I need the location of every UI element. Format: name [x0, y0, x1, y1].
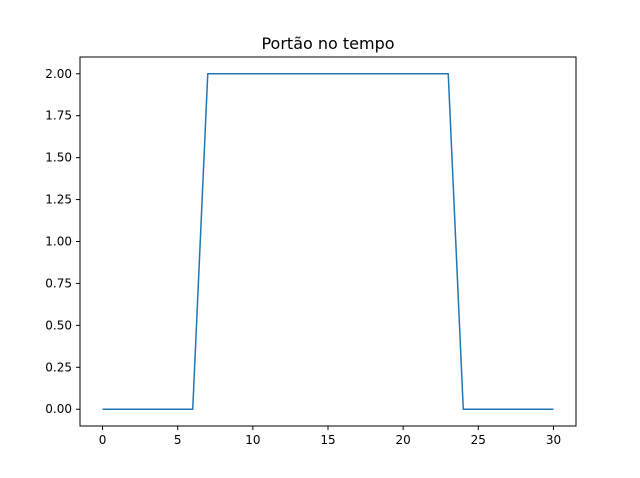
- y-tick-label: 1.00: [45, 235, 72, 249]
- y-tick-label: 0.25: [45, 360, 72, 374]
- x-tick-label: 0: [99, 433, 107, 447]
- x-tick-label: 30: [546, 433, 561, 447]
- x-axis: 0 5 10 15 20 25 30: [99, 426, 561, 447]
- y-axis: 0.00 0.25 0.50 0.75 1.00 1.25 1.50 1.75 2.00: [45, 67, 80, 416]
- plot-area-frame: [79, 56, 577, 427]
- x-tick-label: 5: [174, 433, 182, 447]
- series-layer: [102, 73, 554, 410]
- y-tick-label: 0.75: [45, 276, 72, 290]
- y-tick-label: 1.75: [45, 109, 72, 123]
- series-line: [102, 73, 554, 410]
- chart-title: Portão no tempo: [261, 34, 394, 53]
- y-tick-label: 0.00: [45, 402, 72, 416]
- x-tick-label: 15: [320, 433, 335, 447]
- x-tick-label: 20: [396, 433, 411, 447]
- y-tick-label: 1.25: [45, 193, 72, 207]
- y-tick-label: 0.50: [45, 318, 72, 332]
- y-tick-label: 2.00: [45, 67, 72, 81]
- y-tick-label: 1.50: [45, 151, 72, 165]
- x-tick-label: 10: [245, 433, 260, 447]
- x-tick-label: 25: [471, 433, 486, 447]
